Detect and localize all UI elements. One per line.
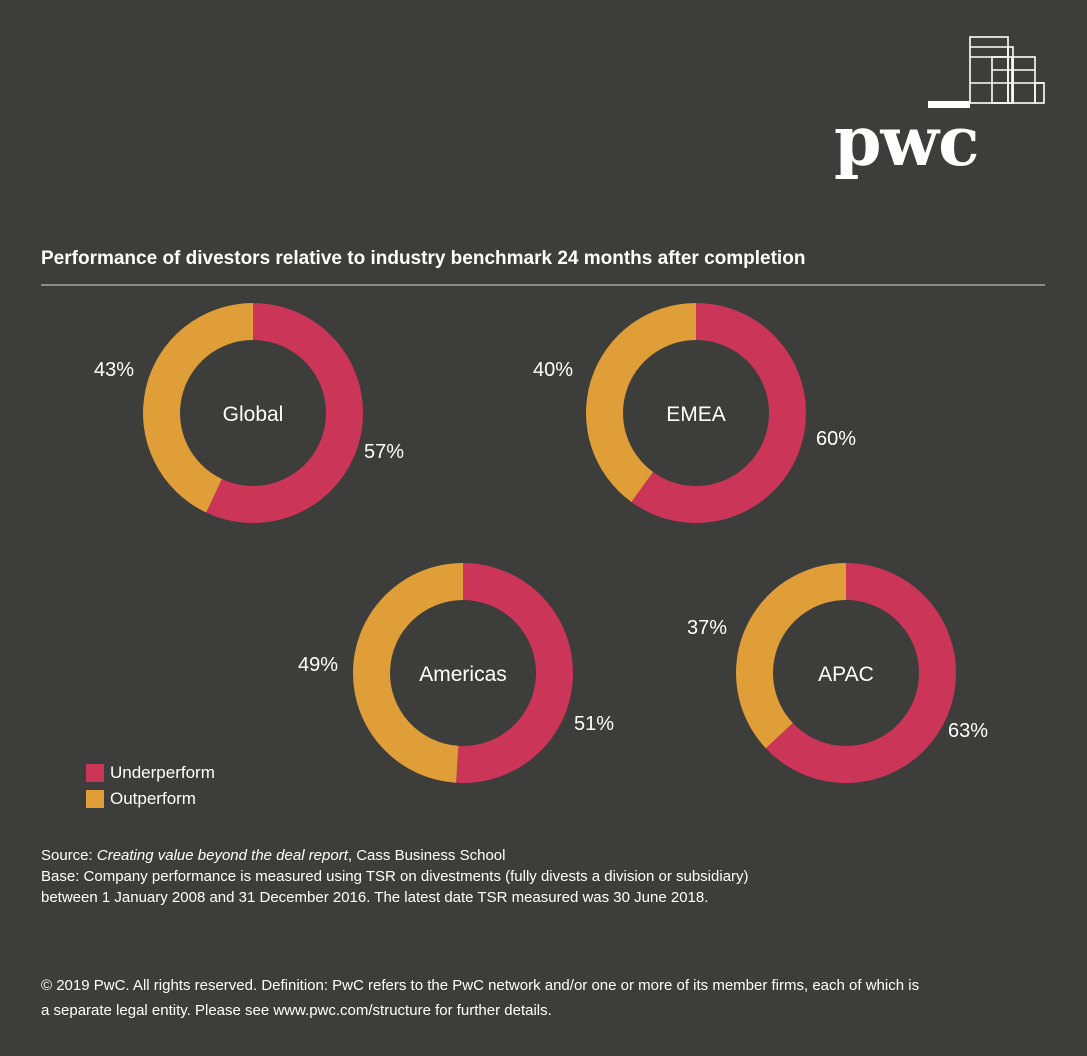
slice-outperform-global: [142, 303, 253, 513]
data-label-outperform-global: 43%: [94, 359, 134, 381]
source-suffix: , Cass Business School: [347, 847, 506, 864]
legend-item-outperform: Outperform: [86, 786, 215, 812]
slice-underperform-apac: [765, 563, 957, 783]
copyright-footer: © 2019 PwC. All rights reserved. Definit…: [41, 973, 1051, 1023]
slice-outperform-emea: [585, 303, 696, 502]
donut-emea: EMEA 60% 40%: [533, 303, 856, 523]
data-label-outperform-emea: 40%: [533, 359, 573, 381]
pwc-logo: pwc: [830, 30, 1050, 200]
source-line: Source: Creating value beyond the deal r…: [41, 845, 1021, 866]
base-line-1: Base: Company performance is measured us…: [41, 868, 749, 885]
donut-apac: APAC 63% 37%: [687, 562, 988, 783]
legend-label-outperform: Outperform: [110, 789, 196, 808]
slice-underperform-americas: [456, 563, 573, 783]
footer-line-1: © 2019 PwC. All rights reserved. Definit…: [41, 977, 920, 994]
data-label-underperform-global: 57%: [364, 441, 404, 463]
donut-americas: Americas 51% 49%: [298, 563, 614, 783]
slice-underperform-emea: [631, 303, 806, 523]
donut-center-label-americas: Americas: [419, 663, 507, 686]
legend-swatch-underperform: [86, 764, 104, 782]
legend-swatch-outperform: [86, 790, 104, 808]
data-label-underperform-americas: 51%: [574, 713, 614, 735]
source-title: Creating value beyond the deal report: [96, 847, 348, 864]
chart-title: Performance of divestors relative to ind…: [41, 248, 806, 269]
logo-building-mark: [928, 36, 1045, 108]
slice-outperform-apac: [735, 562, 846, 749]
donut-center-label-global: Global: [223, 403, 284, 426]
legend: Underperform Outperform: [86, 760, 215, 812]
base-line-2: between 1 January 2008 and 31 December 2…: [41, 889, 709, 906]
title-divider: [41, 284, 1045, 286]
slice-outperform-americas: [352, 563, 463, 783]
data-label-underperform-apac: 63%: [948, 720, 988, 742]
source-prefix: Source:: [41, 847, 97, 864]
legend-item-underperform: Underperform: [86, 760, 215, 786]
legend-label-underperform: Underperform: [110, 763, 215, 782]
data-label-outperform-americas: 49%: [298, 654, 338, 676]
logo-wordmark: pwc: [834, 102, 979, 182]
data-label-outperform-apac: 37%: [687, 617, 727, 639]
donut-center-label-apac: APAC: [818, 663, 874, 686]
donut-global: Global 57% 43%: [94, 303, 404, 523]
footer-line-2: a separate legal entity. Please see www.…: [41, 1002, 552, 1019]
slice-underperform-global: [206, 303, 363, 523]
source-notes: Source: Creating value beyond the deal r…: [41, 845, 1021, 908]
data-label-underperform-emea: 60%: [816, 428, 856, 450]
donut-center-label-emea: EMEA: [666, 403, 726, 426]
